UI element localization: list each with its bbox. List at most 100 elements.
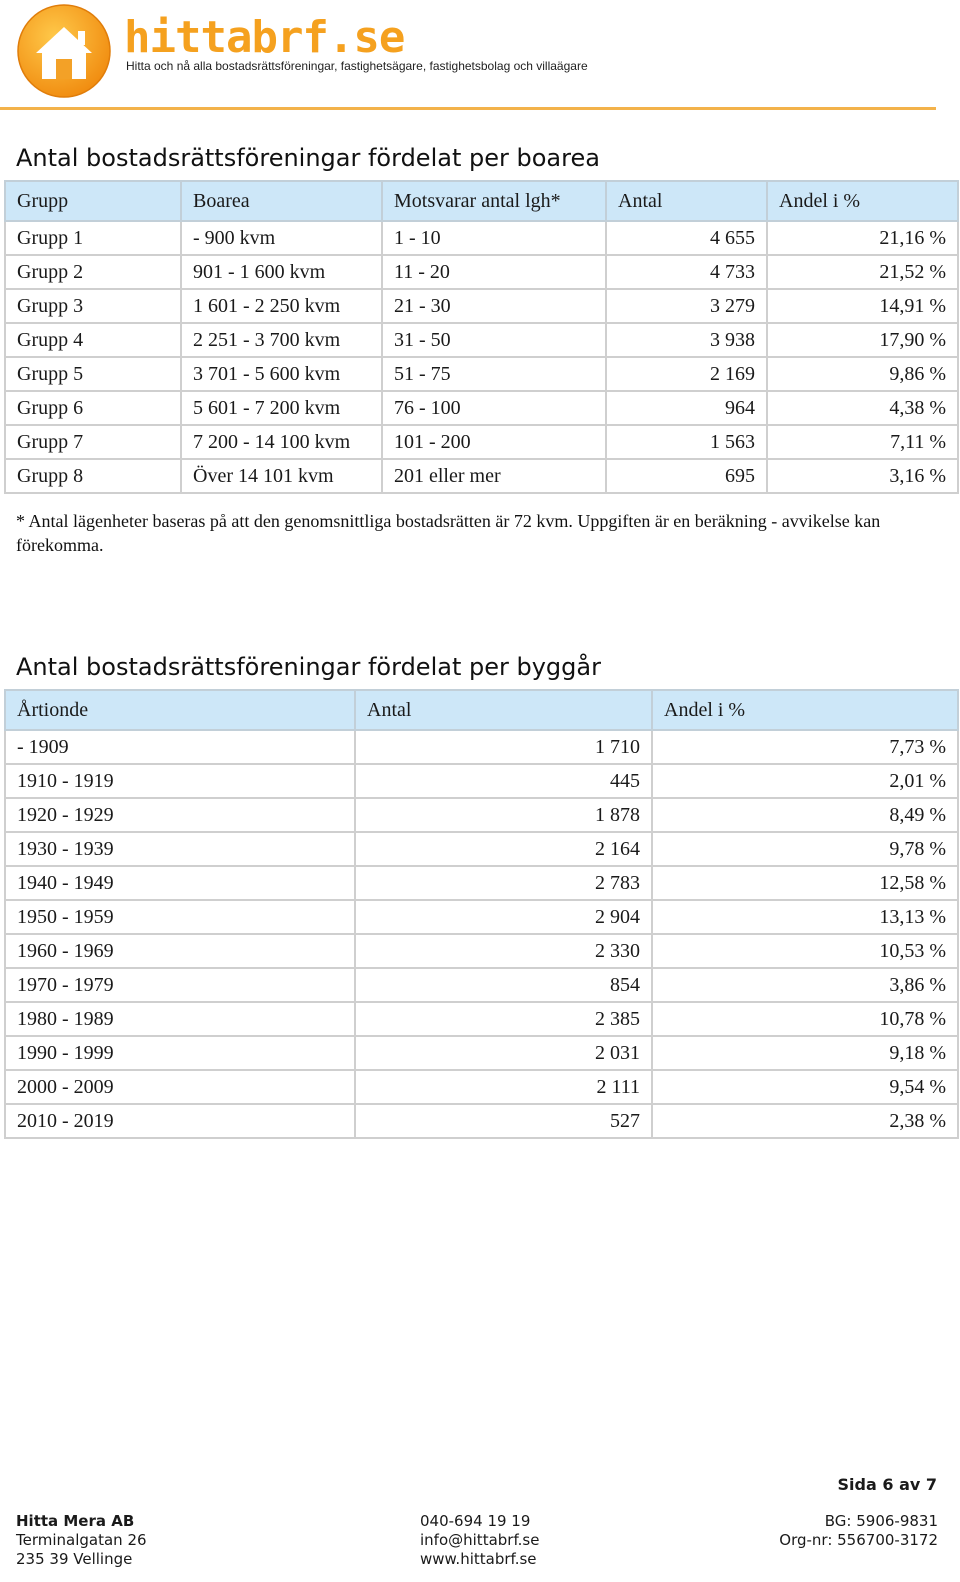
table-cell: 2 904 [354,899,653,935]
column-header: Grupp [4,180,182,222]
table-cell: 2 169 [605,356,768,392]
table-row: 1970 - 1979 854 3,86 % [4,967,959,1003]
house-logo-icon [17,4,111,98]
area-footnote: * Antal lägenheter baseras på att den ge… [16,511,881,555]
table-cell: 1910 - 1919 [4,763,356,799]
table-row: Grupp 2 901 - 1 600 kvm 11 - 20 4 733 21,52 … [4,254,959,290]
table-cell: 76 - 100 [381,390,607,426]
table-row: 1940 - 1949 2 783 12,58 % [4,865,959,901]
table-cell: 201 eller mer [381,458,607,494]
table-cell: 21 - 30 [381,288,607,324]
table-cell: 9,78 % [651,831,959,867]
page-number: Sida 6 av 7 [837,1475,937,1494]
table-row: 1930 - 1939 2 164 9,78 % [4,831,959,867]
table-cell: 1920 - 1929 [4,797,356,833]
table-cell: 2 164 [354,831,653,867]
table-cell: 3 701 - 5 600 kvm [180,356,383,392]
year-section-title: Antal bostadsrättsföreningar fördelat pe… [16,653,601,681]
table-row: 1980 - 1989 2 385 10,78 % [4,1001,959,1037]
table-cell: 2,01 % [651,763,959,799]
page-header: hittabrf.se Hitta och nå alla bostadsrät… [0,0,960,112]
table-cell: Grupp 2 [4,254,182,290]
table-row: - 1909 1 710 7,73 % [4,729,959,765]
table-cell: 2,38 % [651,1103,959,1139]
table-cell: 13,13 % [651,899,959,935]
table-cell: 12,58 % [651,865,959,901]
table-cell: 1 710 [354,729,653,765]
table-row: 1950 - 1959 2 904 13,13 % [4,899,959,935]
table-cell: 1 878 [354,797,653,833]
table-row: Grupp 1- 900 kvm 1 - 10 4 655 21,16 % [4,220,959,256]
table-cell: Grupp 5 [4,356,182,392]
table-cell: 964 [605,390,768,426]
footer-legal: BG: 5906-9831 Org-nr: 556700-3172 [779,1512,938,1550]
table-row: 1920 - 1929 1 878 8,49 % [4,797,959,833]
table-cell: 14,91 % [766,288,959,324]
footer-email: info@hittabrf.se [420,1531,540,1549]
table-cell: 1930 - 1939 [4,831,356,867]
table-cell: 5 601 - 7 200 kvm [180,390,383,426]
brand-name: hittabrf.se [124,12,405,63]
table-header-row: Årtionde Antal Andel i % [4,689,959,731]
column-header: Årtionde [4,689,356,731]
footer-orgnr: Org-nr: 556700-3172 [779,1531,938,1549]
area-table-body: Grupp 1- 900 kvm 1 - 10 4 655 21,16 % Grupp … [4,220,959,494]
column-header: Antal [354,689,653,731]
table-cell: 854 [354,967,653,1003]
table-cell: 4 655 [605,220,768,256]
table-cell: 1970 - 1979 [4,967,356,1003]
table-cell: 21,16 % [766,220,959,256]
table-row: 2000 - 2009 2 111 9,54 % [4,1069,959,1105]
brand-tagline: Hitta och nå alla bostadsrättsföreningar… [126,59,588,73]
table-cell: 2 330 [354,933,653,969]
table-row: 1910 - 1919 445 2,01 % [4,763,959,799]
year-table: Årtionde Antal Andel i % - 1909 1 710 7,73… [4,689,959,1139]
year-table-body: - 1909 1 710 7,73 % 1910 - 1919 445 2,01 % 192… [4,729,959,1139]
area-table: Grupp Boarea Motsvarar antal lgh* Antal … [4,180,959,494]
footer-street: Terminalgatan 26 [16,1531,147,1549]
table-cell: 3 938 [605,322,768,358]
table-cell: 3,16 % [766,458,959,494]
table-cell: 9,18 % [651,1035,959,1071]
table-cell: 2 031 [354,1035,653,1071]
table-header-row: Grupp Boarea Motsvarar antal lgh* Antal … [4,180,959,222]
header-divider [0,107,936,110]
table-cell: 1990 - 1999 [4,1035,356,1071]
column-header: Motsvarar antal lgh* [381,180,607,222]
table-cell: - 900 kvm [180,220,383,256]
table-row: Grupp 8 Över 14 101 kvm 201 eller mer 695 3,… [4,458,959,494]
table-cell: 51 - 75 [381,356,607,392]
table-cell: 1 563 [605,424,768,460]
table-cell: 10,78 % [651,1001,959,1037]
table-cell: 4 733 [605,254,768,290]
table-cell: Grupp 8 [4,458,182,494]
table-cell: 8,49 % [651,797,959,833]
footer-bankgiro: BG: 5906-9831 [824,1512,938,1530]
table-cell: - 1909 [4,729,356,765]
footer-phone: 040-694 19 19 [420,1512,531,1530]
table-cell: 7,11 % [766,424,959,460]
table-cell: 31 - 50 [381,322,607,358]
table-cell: 9,86 % [766,356,959,392]
table-cell: Grupp 6 [4,390,182,426]
table-cell: 7 200 - 14 100 kvm [180,424,383,460]
table-cell: 1 601 - 2 250 kvm [180,288,383,324]
table-cell: Grupp 3 [4,288,182,324]
table-cell: 2 783 [354,865,653,901]
table-cell: 2000 - 2009 [4,1069,356,1105]
table-cell: 3,86 % [651,967,959,1003]
table-cell: 11 - 20 [381,254,607,290]
column-header: Andel i % [651,689,959,731]
table-cell: 2 385 [354,1001,653,1037]
table-cell: 1 - 10 [381,220,607,256]
column-header: Boarea [180,180,383,222]
table-row: 1960 - 1969 2 330 10,53 % [4,933,959,969]
table-cell: 2 251 - 3 700 kvm [180,322,383,358]
table-cell: 7,73 % [651,729,959,765]
table-cell: Grupp 7 [4,424,182,460]
table-cell: 21,52 % [766,254,959,290]
